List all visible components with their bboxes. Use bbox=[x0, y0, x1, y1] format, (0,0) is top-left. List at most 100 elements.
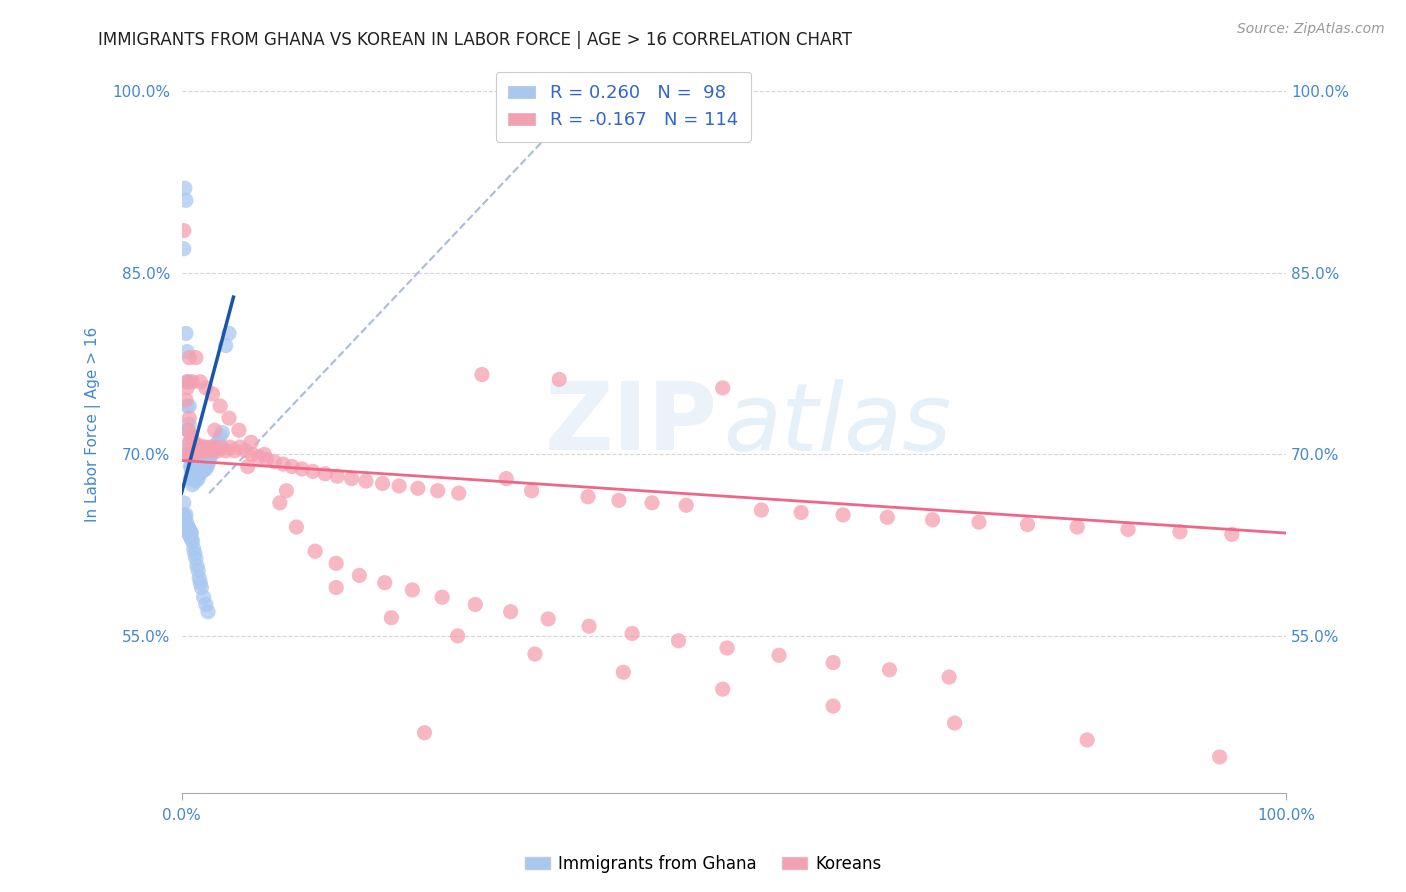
Point bbox=[179, 399, 201, 413]
Point bbox=[180, 429, 202, 443]
Point bbox=[184, 466, 207, 480]
Point bbox=[200, 447, 222, 461]
Point bbox=[181, 453, 204, 467]
Point bbox=[201, 443, 224, 458]
Point bbox=[188, 462, 211, 476]
Point bbox=[187, 472, 209, 486]
Point bbox=[181, 477, 204, 491]
Point bbox=[675, 498, 697, 512]
Point bbox=[209, 429, 232, 443]
Point bbox=[236, 459, 259, 474]
Point bbox=[179, 417, 201, 432]
Point bbox=[187, 466, 209, 480]
Point bbox=[291, 462, 314, 476]
Point bbox=[188, 439, 211, 453]
Point bbox=[174, 326, 197, 341]
Point bbox=[190, 457, 212, 471]
Point bbox=[406, 481, 429, 495]
Point bbox=[314, 467, 336, 481]
Point bbox=[190, 443, 212, 458]
Point bbox=[188, 575, 211, 590]
Point bbox=[304, 544, 326, 558]
Point bbox=[183, 541, 205, 556]
Point bbox=[179, 472, 201, 486]
Point bbox=[198, 453, 221, 467]
Point bbox=[193, 457, 215, 471]
Point bbox=[471, 368, 494, 382]
Point bbox=[176, 399, 198, 413]
Point bbox=[200, 440, 222, 454]
Point bbox=[173, 223, 195, 237]
Point bbox=[188, 457, 211, 471]
Point bbox=[179, 375, 201, 389]
Point bbox=[173, 508, 195, 522]
Legend: Immigrants from Ghana, Koreans: Immigrants from Ghana, Koreans bbox=[517, 848, 889, 880]
Point bbox=[194, 462, 217, 476]
Point bbox=[194, 598, 217, 612]
Point bbox=[177, 423, 200, 437]
Point bbox=[191, 459, 214, 474]
Point bbox=[207, 435, 229, 450]
Point bbox=[184, 551, 207, 566]
Text: ZIP: ZIP bbox=[544, 378, 717, 470]
Point bbox=[179, 530, 201, 544]
Point bbox=[184, 442, 207, 456]
Point bbox=[173, 496, 195, 510]
Point bbox=[187, 440, 209, 454]
Point bbox=[832, 508, 855, 522]
Point bbox=[219, 440, 242, 454]
Point bbox=[247, 450, 270, 464]
Point bbox=[193, 462, 215, 476]
Point bbox=[173, 447, 195, 461]
Point bbox=[271, 457, 294, 471]
Point bbox=[354, 474, 377, 488]
Point bbox=[281, 459, 304, 474]
Point bbox=[1017, 517, 1039, 532]
Point bbox=[790, 506, 813, 520]
Point bbox=[177, 447, 200, 461]
Point bbox=[188, 467, 211, 482]
Point bbox=[537, 612, 560, 626]
Point bbox=[204, 423, 226, 437]
Point bbox=[240, 435, 263, 450]
Point bbox=[263, 455, 285, 469]
Point bbox=[1220, 527, 1243, 541]
Point bbox=[174, 508, 197, 522]
Point bbox=[180, 466, 202, 480]
Point bbox=[177, 423, 200, 437]
Point bbox=[186, 462, 208, 476]
Point bbox=[413, 725, 436, 739]
Point bbox=[181, 459, 204, 474]
Point bbox=[176, 381, 198, 395]
Point bbox=[177, 520, 200, 534]
Point bbox=[201, 445, 224, 459]
Point bbox=[173, 517, 195, 532]
Point bbox=[823, 699, 845, 714]
Point bbox=[426, 483, 449, 498]
Point bbox=[184, 453, 207, 467]
Point bbox=[173, 510, 195, 524]
Point bbox=[173, 181, 195, 195]
Point bbox=[388, 479, 411, 493]
Point bbox=[276, 483, 298, 498]
Point bbox=[218, 326, 240, 341]
Point bbox=[180, 459, 202, 474]
Point bbox=[1116, 523, 1139, 537]
Point bbox=[228, 423, 250, 437]
Point bbox=[176, 523, 198, 537]
Point bbox=[499, 605, 522, 619]
Point bbox=[184, 547, 207, 561]
Point bbox=[751, 503, 773, 517]
Point bbox=[194, 381, 217, 395]
Point bbox=[823, 656, 845, 670]
Point bbox=[430, 590, 453, 604]
Point bbox=[183, 462, 205, 476]
Point bbox=[215, 338, 238, 352]
Point bbox=[380, 611, 402, 625]
Point bbox=[495, 472, 517, 486]
Point bbox=[447, 486, 470, 500]
Point bbox=[188, 459, 211, 474]
Point bbox=[179, 435, 201, 450]
Point bbox=[204, 442, 226, 456]
Point bbox=[188, 445, 211, 459]
